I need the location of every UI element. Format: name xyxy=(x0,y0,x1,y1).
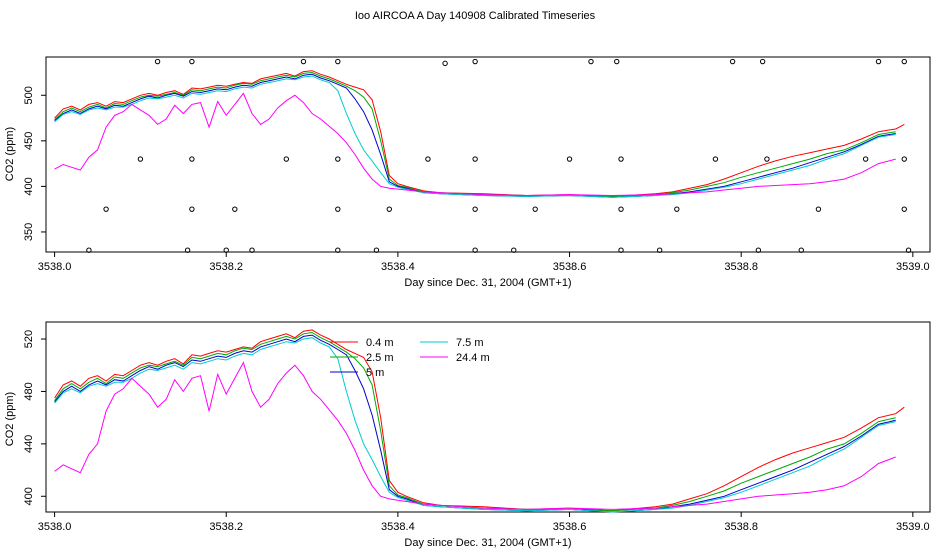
marker-point xyxy=(618,156,624,162)
marker-point xyxy=(815,206,822,212)
series-line-1 xyxy=(54,70,905,197)
series-line-4 xyxy=(54,75,896,198)
x-tick-label: 3538.6 xyxy=(553,521,587,533)
marker-point xyxy=(901,58,907,65)
legend-label: 7.5 m xyxy=(456,337,484,349)
series-line-5 xyxy=(54,361,896,510)
x-tick-label: 3539.0 xyxy=(896,521,930,533)
marker-point xyxy=(875,58,882,65)
marker-point xyxy=(618,247,624,253)
y-tick-label: 450 xyxy=(23,132,35,150)
marker-point xyxy=(511,247,517,253)
y-tick-label: 440 xyxy=(23,435,35,453)
marker-point xyxy=(189,206,195,212)
marker-point xyxy=(674,206,680,212)
marker-point xyxy=(335,247,341,253)
y-axis-label-top: CO2 (ppm) xyxy=(4,127,16,181)
x-axis-label-bottom: Day since Dec. 31, 2004 (GMT+1) xyxy=(404,537,571,549)
legend: 0.4 m 2.5 m 5 m 7.5 m 24.4 m xyxy=(330,337,490,379)
marker-point xyxy=(103,206,109,212)
legend-label: 0.4 m xyxy=(366,337,394,349)
marker-point xyxy=(137,156,144,162)
marker-point xyxy=(86,247,92,253)
x-tick-label: 3538.8 xyxy=(724,521,758,533)
marker-point xyxy=(798,247,804,253)
marker-point xyxy=(249,247,255,253)
y-tick-label: 500 xyxy=(23,86,35,104)
marker-point xyxy=(425,156,431,162)
marker-point xyxy=(755,247,762,253)
marker-point xyxy=(184,247,191,253)
marker-point xyxy=(189,156,195,162)
marker-point xyxy=(618,206,624,212)
marker-point xyxy=(300,58,307,65)
marker-point xyxy=(764,156,770,162)
marker-point xyxy=(386,206,393,212)
x-tick-label: 3539.0 xyxy=(896,261,930,273)
y-tick-label: 400 xyxy=(23,177,35,195)
marker-point xyxy=(335,206,341,212)
marker-point xyxy=(712,156,719,162)
x-tick-label: 3538.4 xyxy=(381,521,415,533)
series-line-3 xyxy=(54,334,896,513)
marker-point xyxy=(335,58,341,65)
marker-point xyxy=(442,60,448,67)
x-tick-label: 3538.0 xyxy=(38,521,72,533)
marker-point xyxy=(614,58,620,65)
x-tick-label: 3538.6 xyxy=(553,261,587,273)
marker-point xyxy=(905,247,912,253)
series-line-3 xyxy=(54,73,896,198)
marker-point xyxy=(566,156,573,162)
bottom-panel: 3538.0 3538.2 3538.4 3538.6 3538.8 3539.0 400… xyxy=(4,321,931,549)
series-line-4 xyxy=(54,337,896,513)
marker-point xyxy=(472,247,478,253)
marker-point xyxy=(335,156,341,162)
marker-point xyxy=(901,206,907,212)
legend-label: 2.5 m xyxy=(366,352,394,364)
marker-point xyxy=(901,156,907,162)
marker-point xyxy=(154,58,161,65)
series-line-2 xyxy=(54,331,896,512)
marker-point xyxy=(656,247,663,253)
marker-point xyxy=(232,206,238,212)
x-tick-label: 3538.2 xyxy=(209,261,243,273)
x-tick-label: 3538.4 xyxy=(381,261,415,273)
marker-point xyxy=(373,247,380,253)
legend-label: 5 m xyxy=(366,367,384,379)
series-line-5 xyxy=(54,92,896,197)
figure-title: Ioo AIRCOA A Day 140908 Calibrated Times… xyxy=(355,10,596,22)
x-tick-label: 3538.2 xyxy=(209,521,243,533)
plot-frame-bottom xyxy=(45,321,931,513)
marker-point xyxy=(729,58,736,65)
series-line-1 xyxy=(54,329,905,512)
x-tick-label: 3538.8 xyxy=(724,261,758,273)
y-axis-label-bottom: CO2 (ppm) xyxy=(4,392,16,446)
marker-point xyxy=(759,58,766,65)
marker-point xyxy=(472,58,478,65)
legend-label: 24.4 m xyxy=(456,352,490,364)
marker-point xyxy=(862,156,869,162)
plot-frame-top xyxy=(45,56,931,253)
marker-point xyxy=(588,58,594,65)
marker-point xyxy=(472,156,478,162)
y-tick-label: 350 xyxy=(23,223,35,241)
y-tick-label: 480 xyxy=(23,382,35,400)
marker-point xyxy=(472,206,478,212)
marker-point xyxy=(189,58,195,65)
marker-point xyxy=(532,206,538,212)
x-axis-label-top: Day since Dec. 31, 2004 (GMT+1) xyxy=(404,277,571,289)
x-tick-label: 3538.0 xyxy=(38,261,72,273)
y-tick-label: 520 xyxy=(23,330,35,348)
top-panel: 3538.0 3538.2 3538.4 3538.6 3538.8 3539.0 350… xyxy=(4,56,931,289)
series-line-2 xyxy=(54,71,896,197)
marker-point xyxy=(283,156,290,162)
y-tick-label: 400 xyxy=(23,487,35,505)
